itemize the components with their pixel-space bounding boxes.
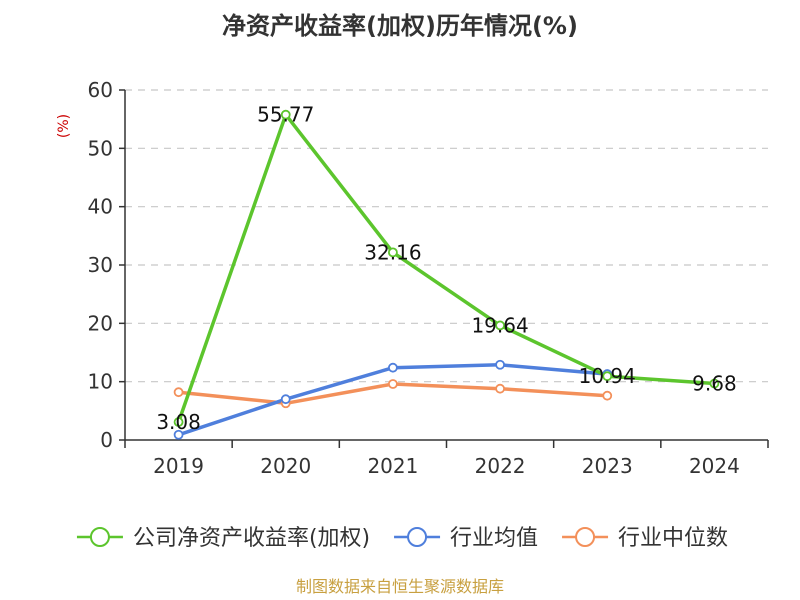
- axes: [119, 89, 769, 448]
- legend-swatch-marker: [575, 527, 596, 547]
- source-note: 制图数据来自恒生聚源数据库: [296, 577, 504, 596]
- y-tick-label: 0: [100, 428, 113, 452]
- x-tick-label: 2020: [260, 454, 311, 478]
- data-label: 3.08: [156, 410, 201, 434]
- legend-label: 行业均值: [450, 526, 538, 551]
- data-label: 32.16: [364, 240, 421, 264]
- legend[interactable]: 公司净资产收益率(加权) 行业均值 行业中位数: [76, 526, 728, 551]
- gridlines: [125, 89, 768, 383]
- legend-item[interactable]: 行业均值: [394, 526, 538, 551]
- y-tick-label: 30: [88, 253, 113, 277]
- data-point: [280, 394, 291, 405]
- data-point: [495, 359, 505, 370]
- y-axis-label: (%): [56, 114, 72, 138]
- data-label: 9.68: [692, 372, 737, 396]
- tick-labels: 0 10 20 30 40 50 60 2019 2020 2021 2022 2023 2024: [88, 78, 740, 478]
- data-point: [173, 387, 184, 398]
- data-point: [388, 362, 398, 373]
- x-tick-label: 2021: [367, 454, 418, 478]
- data-point: [495, 320, 505, 331]
- y-tick-label: 50: [88, 136, 113, 160]
- data-point: [388, 247, 398, 258]
- x-tick-label: 2019: [153, 454, 204, 478]
- series-points: [173, 109, 720, 440]
- chart-title: 净资产收益率(加权)历年情况(%): [222, 12, 578, 40]
- data-point: [709, 378, 720, 389]
- data-labels: 3.08 55.77 32.16 19.64 10.94 9.68: [156, 103, 736, 434]
- x-tick-label: 2022: [475, 454, 526, 478]
- data-point: [280, 109, 291, 120]
- data-point: [495, 383, 505, 394]
- legend-swatch-marker: [407, 527, 428, 547]
- legend-label: 行业中位数: [618, 526, 728, 551]
- legend-swatch-marker: [89, 527, 110, 547]
- data-label: 55.77: [257, 103, 314, 127]
- legend-item[interactable]: 行业中位数: [562, 526, 728, 551]
- data-point: [602, 390, 613, 401]
- data-point: [173, 429, 184, 440]
- data-label: 10.94: [579, 364, 636, 388]
- data-label: 19.64: [471, 313, 528, 337]
- x-tick-label: 2024: [689, 454, 740, 478]
- data-point: [602, 371, 613, 382]
- series-line: [176, 112, 715, 423]
- legend-item[interactable]: 公司净资产收益率(加权): [76, 526, 370, 551]
- legend-label: 公司净资产收益率(加权): [133, 526, 370, 551]
- y-tick-label: 20: [88, 311, 113, 335]
- y-tick-label: 10: [88, 370, 113, 394]
- y-tick-label: 60: [88, 78, 113, 102]
- data-point: [173, 417, 184, 427]
- x-tick-label: 2023: [582, 454, 633, 478]
- y-tick-label: 40: [88, 195, 113, 219]
- data-point: [388, 379, 398, 389]
